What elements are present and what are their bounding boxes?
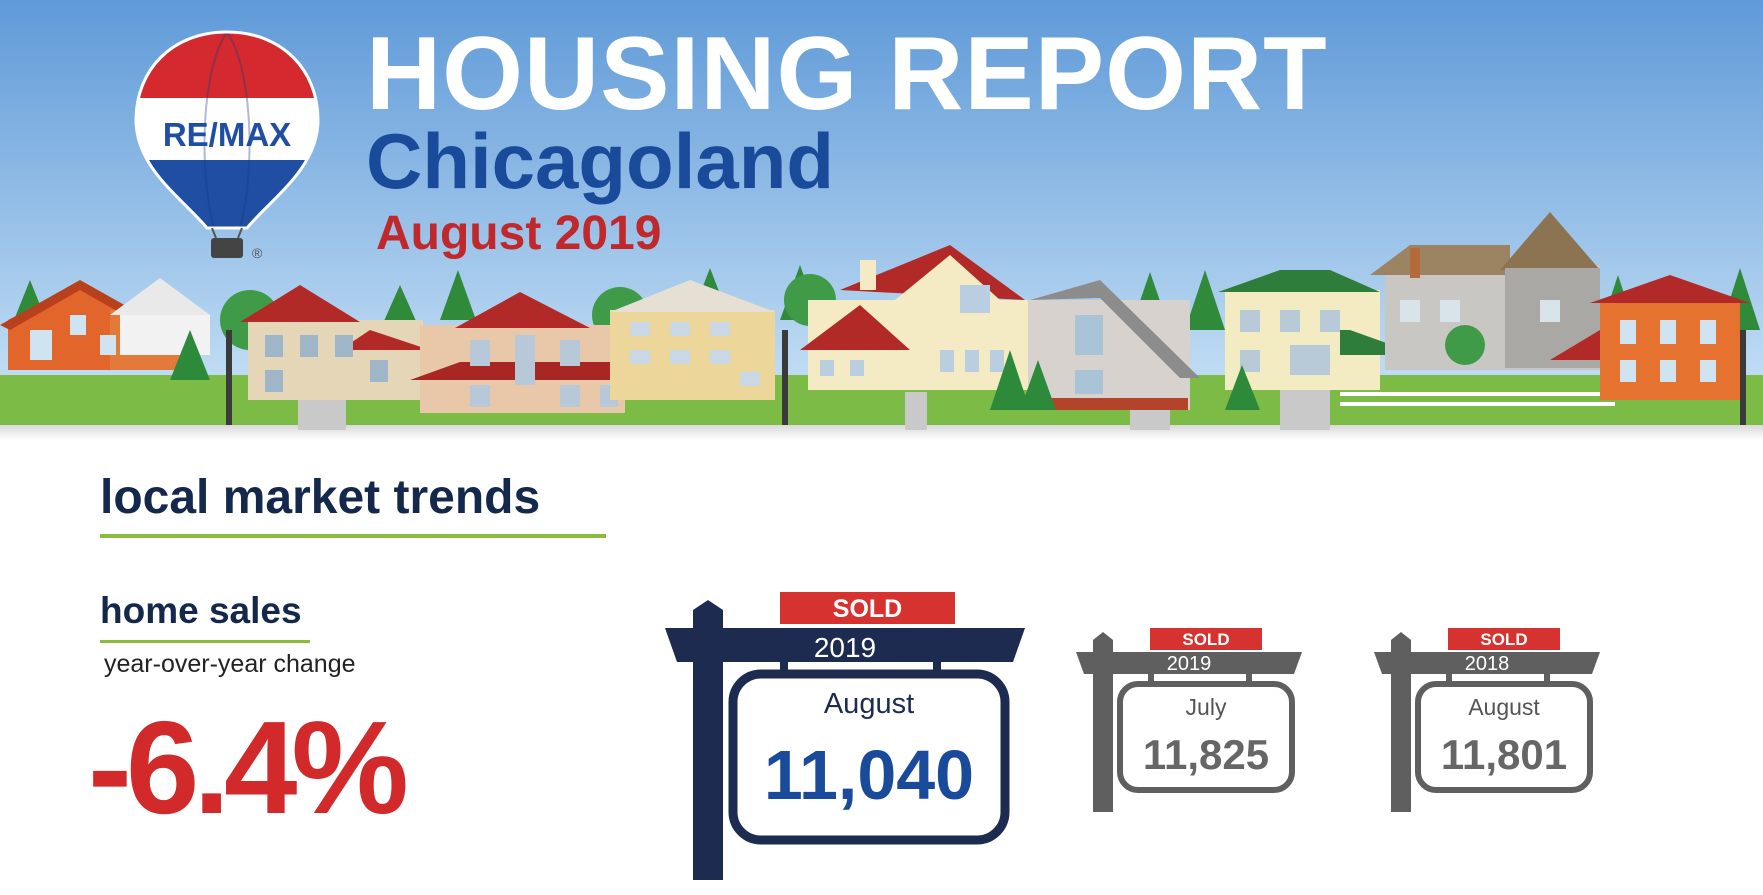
section-title: local market trends	[100, 471, 541, 524]
home-sales-divider	[100, 640, 310, 643]
home-sales-caption: year-over-year change	[104, 650, 356, 678]
sold-sign-post-icon	[665, 592, 1025, 880]
sign-month: August	[823, 688, 915, 720]
section-divider	[100, 534, 606, 538]
sign-value: 11,801	[1440, 731, 1568, 778]
sold-sign-post-icon	[1076, 628, 1302, 812]
sign-year: 2019	[813, 632, 877, 663]
home-sales-title: home sales	[100, 590, 302, 631]
balloon-icon: RE/MAX ®	[134, 30, 320, 261]
sold-label: SOLD	[1480, 630, 1528, 649]
report-city: Chicagoland	[366, 117, 835, 205]
sign-year: 2019	[1166, 653, 1212, 675]
neighborhood-banner	[0, 0, 1763, 440]
report-title: HOUSING REPORT	[366, 16, 1328, 132]
sign-month: August	[1468, 694, 1540, 720]
report-date: August 2019	[376, 207, 662, 260]
sold-label: SOLD	[1182, 630, 1230, 649]
sold-label: SOLD	[832, 595, 903, 623]
registered-mark: ®	[252, 245, 263, 261]
sold-sign-current: SOLD 2019 August 11,040	[665, 590, 1025, 880]
sign-month: July	[1185, 694, 1227, 720]
remax-balloon-logo: RE/MAX ®	[132, 28, 322, 264]
sign-year: 2018	[1464, 653, 1510, 675]
sold-sign-post-icon	[1374, 628, 1600, 812]
sign-value: 11,040	[763, 736, 975, 814]
logo-text: RE/MAX	[163, 116, 291, 153]
sign-value: 11,825	[1142, 731, 1270, 778]
sold-sign-prior-month: SOLD 2019 July 11,825	[1076, 626, 1302, 812]
sold-sign-prior-year: SOLD 2018 August 11,801	[1374, 626, 1600, 812]
home-sales-change: -6.4%	[88, 694, 409, 841]
neighborhood-illustration	[0, 0, 1763, 440]
